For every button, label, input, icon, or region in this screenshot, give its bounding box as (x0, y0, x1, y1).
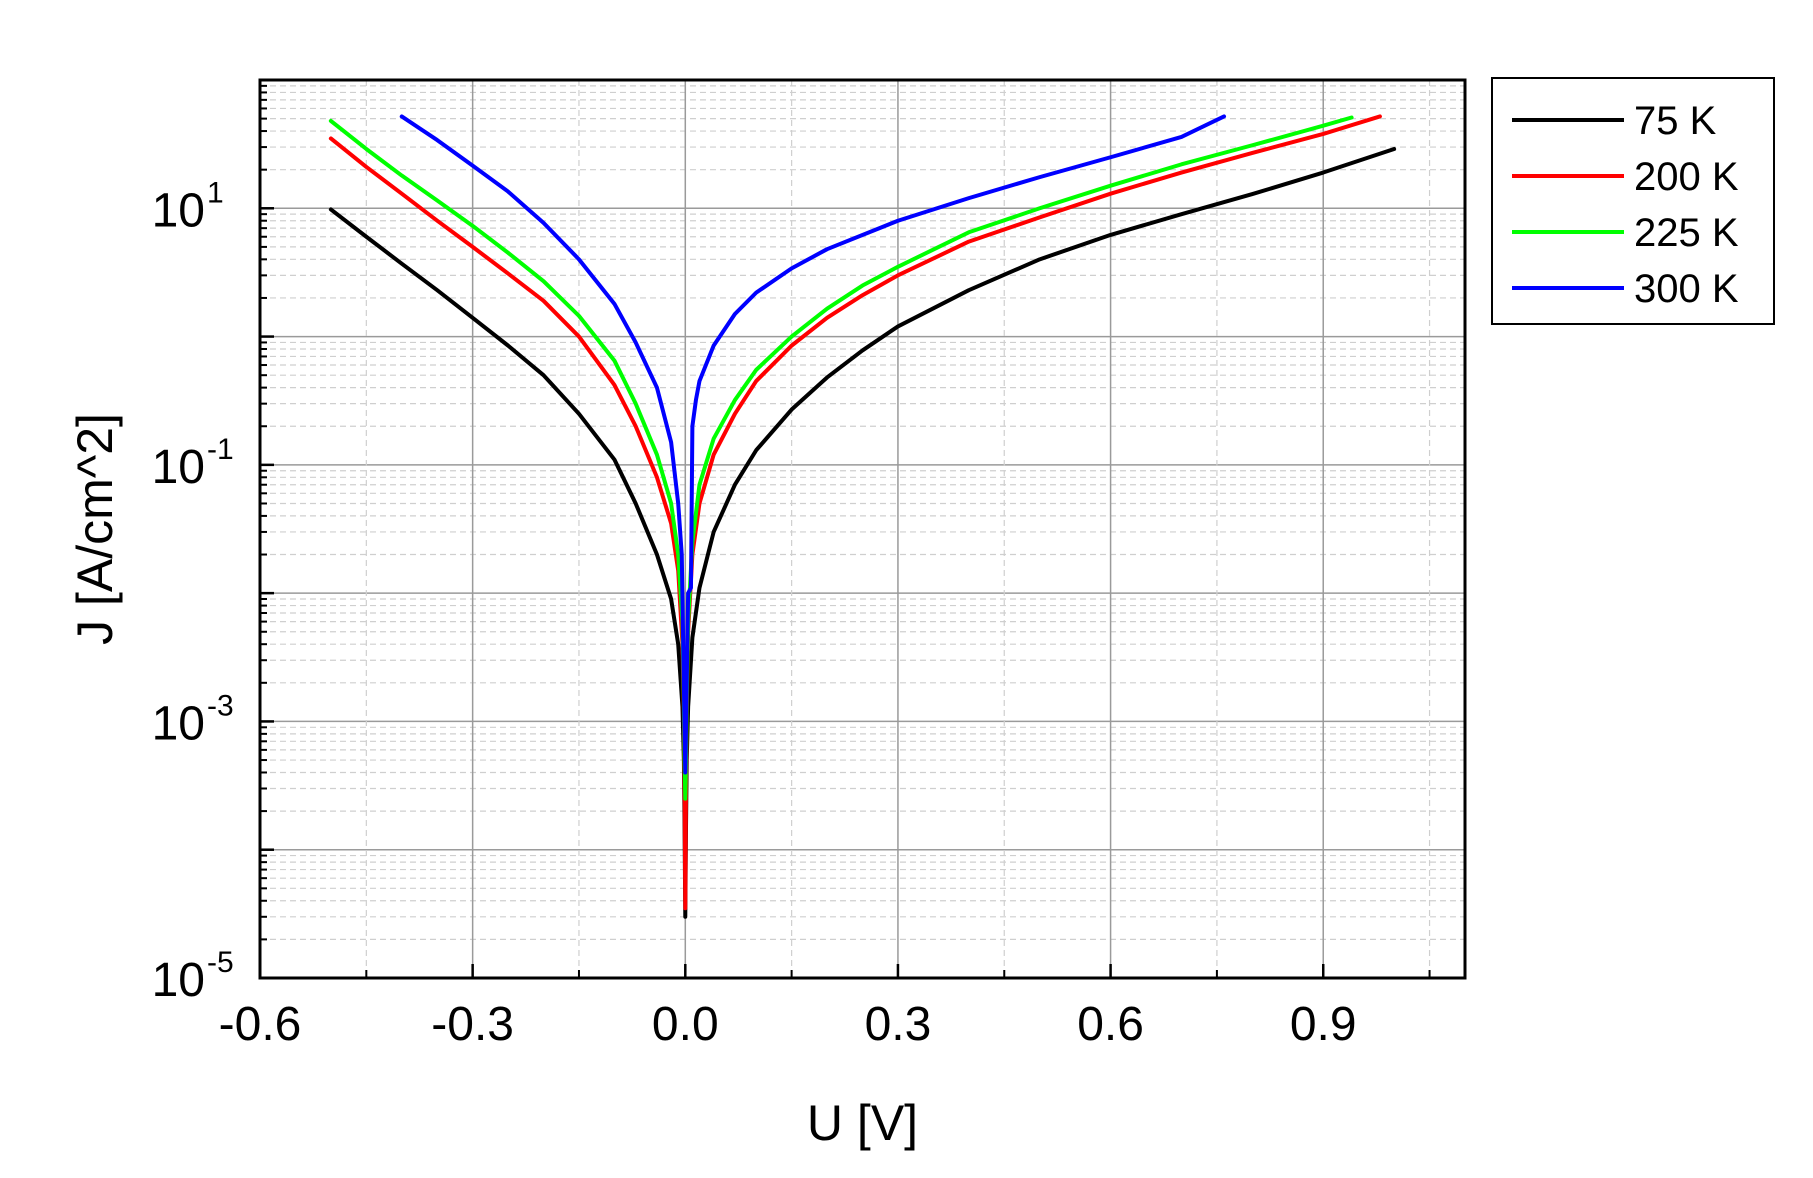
x-tick-label: -0.3 (431, 998, 514, 1051)
x-tick-label: 0.0 (652, 998, 719, 1051)
y-tick-label: 10 -5 (152, 946, 234, 1007)
y-tick-label: 10 -3 (152, 689, 234, 750)
series-line-4 (399, 114, 1226, 775)
y-tick-exponent: -5 (207, 946, 234, 979)
y-tick-exponent: -3 (207, 689, 234, 722)
legend-label: 225 K (1634, 211, 1739, 255)
x-tick-label: 0.9 (1290, 998, 1357, 1051)
x-axis-title: U [V] (807, 1095, 918, 1151)
y-tick-exponent: 1 (207, 176, 224, 209)
y-tick-base: 10 (152, 441, 205, 494)
y-axis-title: J [A/cm^2] (67, 413, 123, 645)
y-tick-base: 10 (152, 184, 205, 237)
y-tick-label: 10 1 (152, 176, 224, 237)
plot-frame (258, 78, 1467, 980)
legend-label: 75 K (1634, 99, 1717, 143)
legend: 75 K 200 K 225 K 300 K (1491, 77, 1775, 325)
x-tick-label: 0.6 (1077, 998, 1144, 1051)
legend-label: 200 K (1634, 155, 1739, 199)
series-line-3 (328, 115, 1354, 801)
x-tick-labels: -0.6 -0.3 0.0 0.3 0.6 0.9 (219, 998, 1357, 1051)
axis-ticks (258, 78, 1431, 980)
y-tick-base: 10 (152, 954, 205, 1007)
y-tick-label: 10 -1 (152, 433, 234, 494)
x-tick-label: -0.6 (219, 998, 302, 1051)
x-tick-label: 0.3 (865, 998, 932, 1051)
series-group (328, 114, 1397, 919)
y-tick-exponent: -1 (207, 433, 234, 466)
series-line-1 (328, 146, 1397, 919)
legend-label: 300 K (1634, 267, 1739, 311)
grid (259, 80, 1465, 979)
y-tick-base: 10 (152, 697, 205, 750)
